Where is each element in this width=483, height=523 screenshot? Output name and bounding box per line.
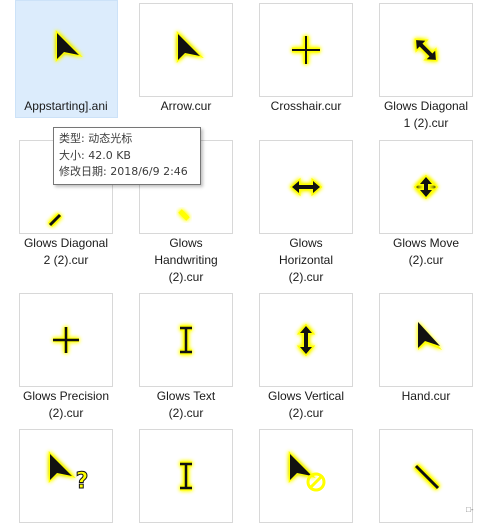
pen-cursor-icon	[413, 463, 441, 491]
svg-text:?: ?	[76, 469, 89, 494]
horizontal-resize-icon	[289, 177, 323, 197]
file-name-line: Arrow.cur	[160, 99, 212, 113]
file-name-line: (2).cur	[168, 270, 204, 284]
file-thumbnail[interactable]	[259, 293, 353, 387]
precision-cursor-icon	[53, 327, 79, 353]
file-name-line: 1 (2).cur	[403, 116, 449, 130]
file-name-line: Glows Move	[392, 236, 460, 250]
file-name-line: 2 (2).cur	[43, 253, 89, 267]
file-name-line: Hand.cur	[401, 389, 451, 403]
file-thumbnail[interactable]	[139, 429, 233, 523]
arrow-cursor-icon	[176, 30, 204, 64]
file-thumbnail[interactable]	[259, 140, 353, 234]
file-name-line: Appstarting].ani	[24, 99, 108, 113]
diagonal-resize-1-icon	[414, 38, 438, 62]
tooltip-size: 大小: 42.0 KB	[59, 148, 131, 162]
file-thumbnail[interactable]	[379, 293, 473, 387]
diagonal-resize-2-icon	[47, 212, 63, 228]
unavailable-cursor-icon	[288, 450, 326, 492]
file-thumbnail[interactable]	[19, 3, 113, 97]
file-thumbnail[interactable]	[259, 3, 353, 97]
file-name-label: Arrow.cur	[120, 98, 252, 115]
file-name-label: Hand.cur	[360, 388, 483, 405]
selection-highlight	[15, 0, 118, 118]
file-thumbnail[interactable]	[259, 429, 353, 523]
file-name-line: Crosshair.cur	[270, 99, 342, 113]
file-thumbnail[interactable]	[379, 140, 473, 234]
file-name-line: (2).cur	[48, 406, 84, 420]
file-name-label: Glows Precision (2).cur	[0, 388, 132, 422]
file-thumbnail[interactable]	[19, 293, 113, 387]
arrow-cursor-icon	[55, 29, 83, 63]
help-cursor-icon: ?	[48, 450, 89, 495]
file-thumbnail[interactable]	[139, 293, 233, 387]
handwriting-cursor-icon	[178, 209, 190, 221]
file-name-label: Glows Vertical (2).cur	[240, 388, 372, 422]
file-name-line: Glows Precision	[22, 389, 110, 403]
text-cursor-icon	[180, 461, 192, 491]
file-name-label: Glows Diagonal 1 (2).cur	[360, 98, 483, 132]
file-name-label: Appstarting].ani	[0, 98, 132, 115]
file-name-line: Glows Diagonal	[23, 236, 109, 250]
file-name-label: Glows Horizontal (2).cur	[240, 235, 372, 286]
file-name-line: Horizontal	[278, 253, 334, 267]
file-thumbnail[interactable]	[379, 3, 473, 97]
vertical-resize-icon	[296, 323, 316, 357]
crosshair-cursor-icon	[292, 36, 320, 64]
file-name-line: Glows	[169, 236, 203, 250]
file-name-line: (2).cur	[288, 406, 324, 420]
file-name-line: (2).cur	[168, 406, 204, 420]
file-tooltip: 类型: 动态光标 大小: 42.0 KB 修改日期: 2018/6/9 2:46	[53, 127, 201, 185]
hand-cursor-icon	[418, 322, 442, 350]
text-cursor-icon	[180, 325, 192, 355]
move-cursor-icon	[413, 174, 439, 200]
file-name-line: Glows Diagonal	[383, 99, 469, 113]
file-name-label: Glows Diagonal 2 (2).cur	[0, 235, 132, 269]
file-name-line: Glows Text	[156, 389, 216, 403]
file-thumbnail[interactable]: ?	[19, 429, 113, 523]
file-name-line: Glows Vertical	[267, 389, 345, 403]
file-name-label: Glows Handwriting (2).cur	[120, 235, 252, 286]
file-thumbnail[interactable]	[139, 3, 233, 97]
file-name-label: Glows Text (2).cur	[120, 388, 252, 422]
file-name-line: Glows	[289, 236, 323, 250]
corner-marker: □-	[466, 505, 474, 514]
tooltip-modified: 修改日期: 2018/6/9 2:46	[59, 165, 188, 178]
file-name-label: Glows Move (2).cur	[360, 235, 483, 269]
file-thumbnail[interactable]	[379, 429, 473, 523]
file-name-label: Crosshair.cur	[240, 98, 372, 115]
file-name-line: Handwriting	[154, 253, 218, 267]
file-name-line: (2).cur	[288, 270, 324, 284]
file-name-line: (2).cur	[408, 253, 444, 267]
tooltip-type: 类型: 动态光标	[59, 132, 133, 145]
